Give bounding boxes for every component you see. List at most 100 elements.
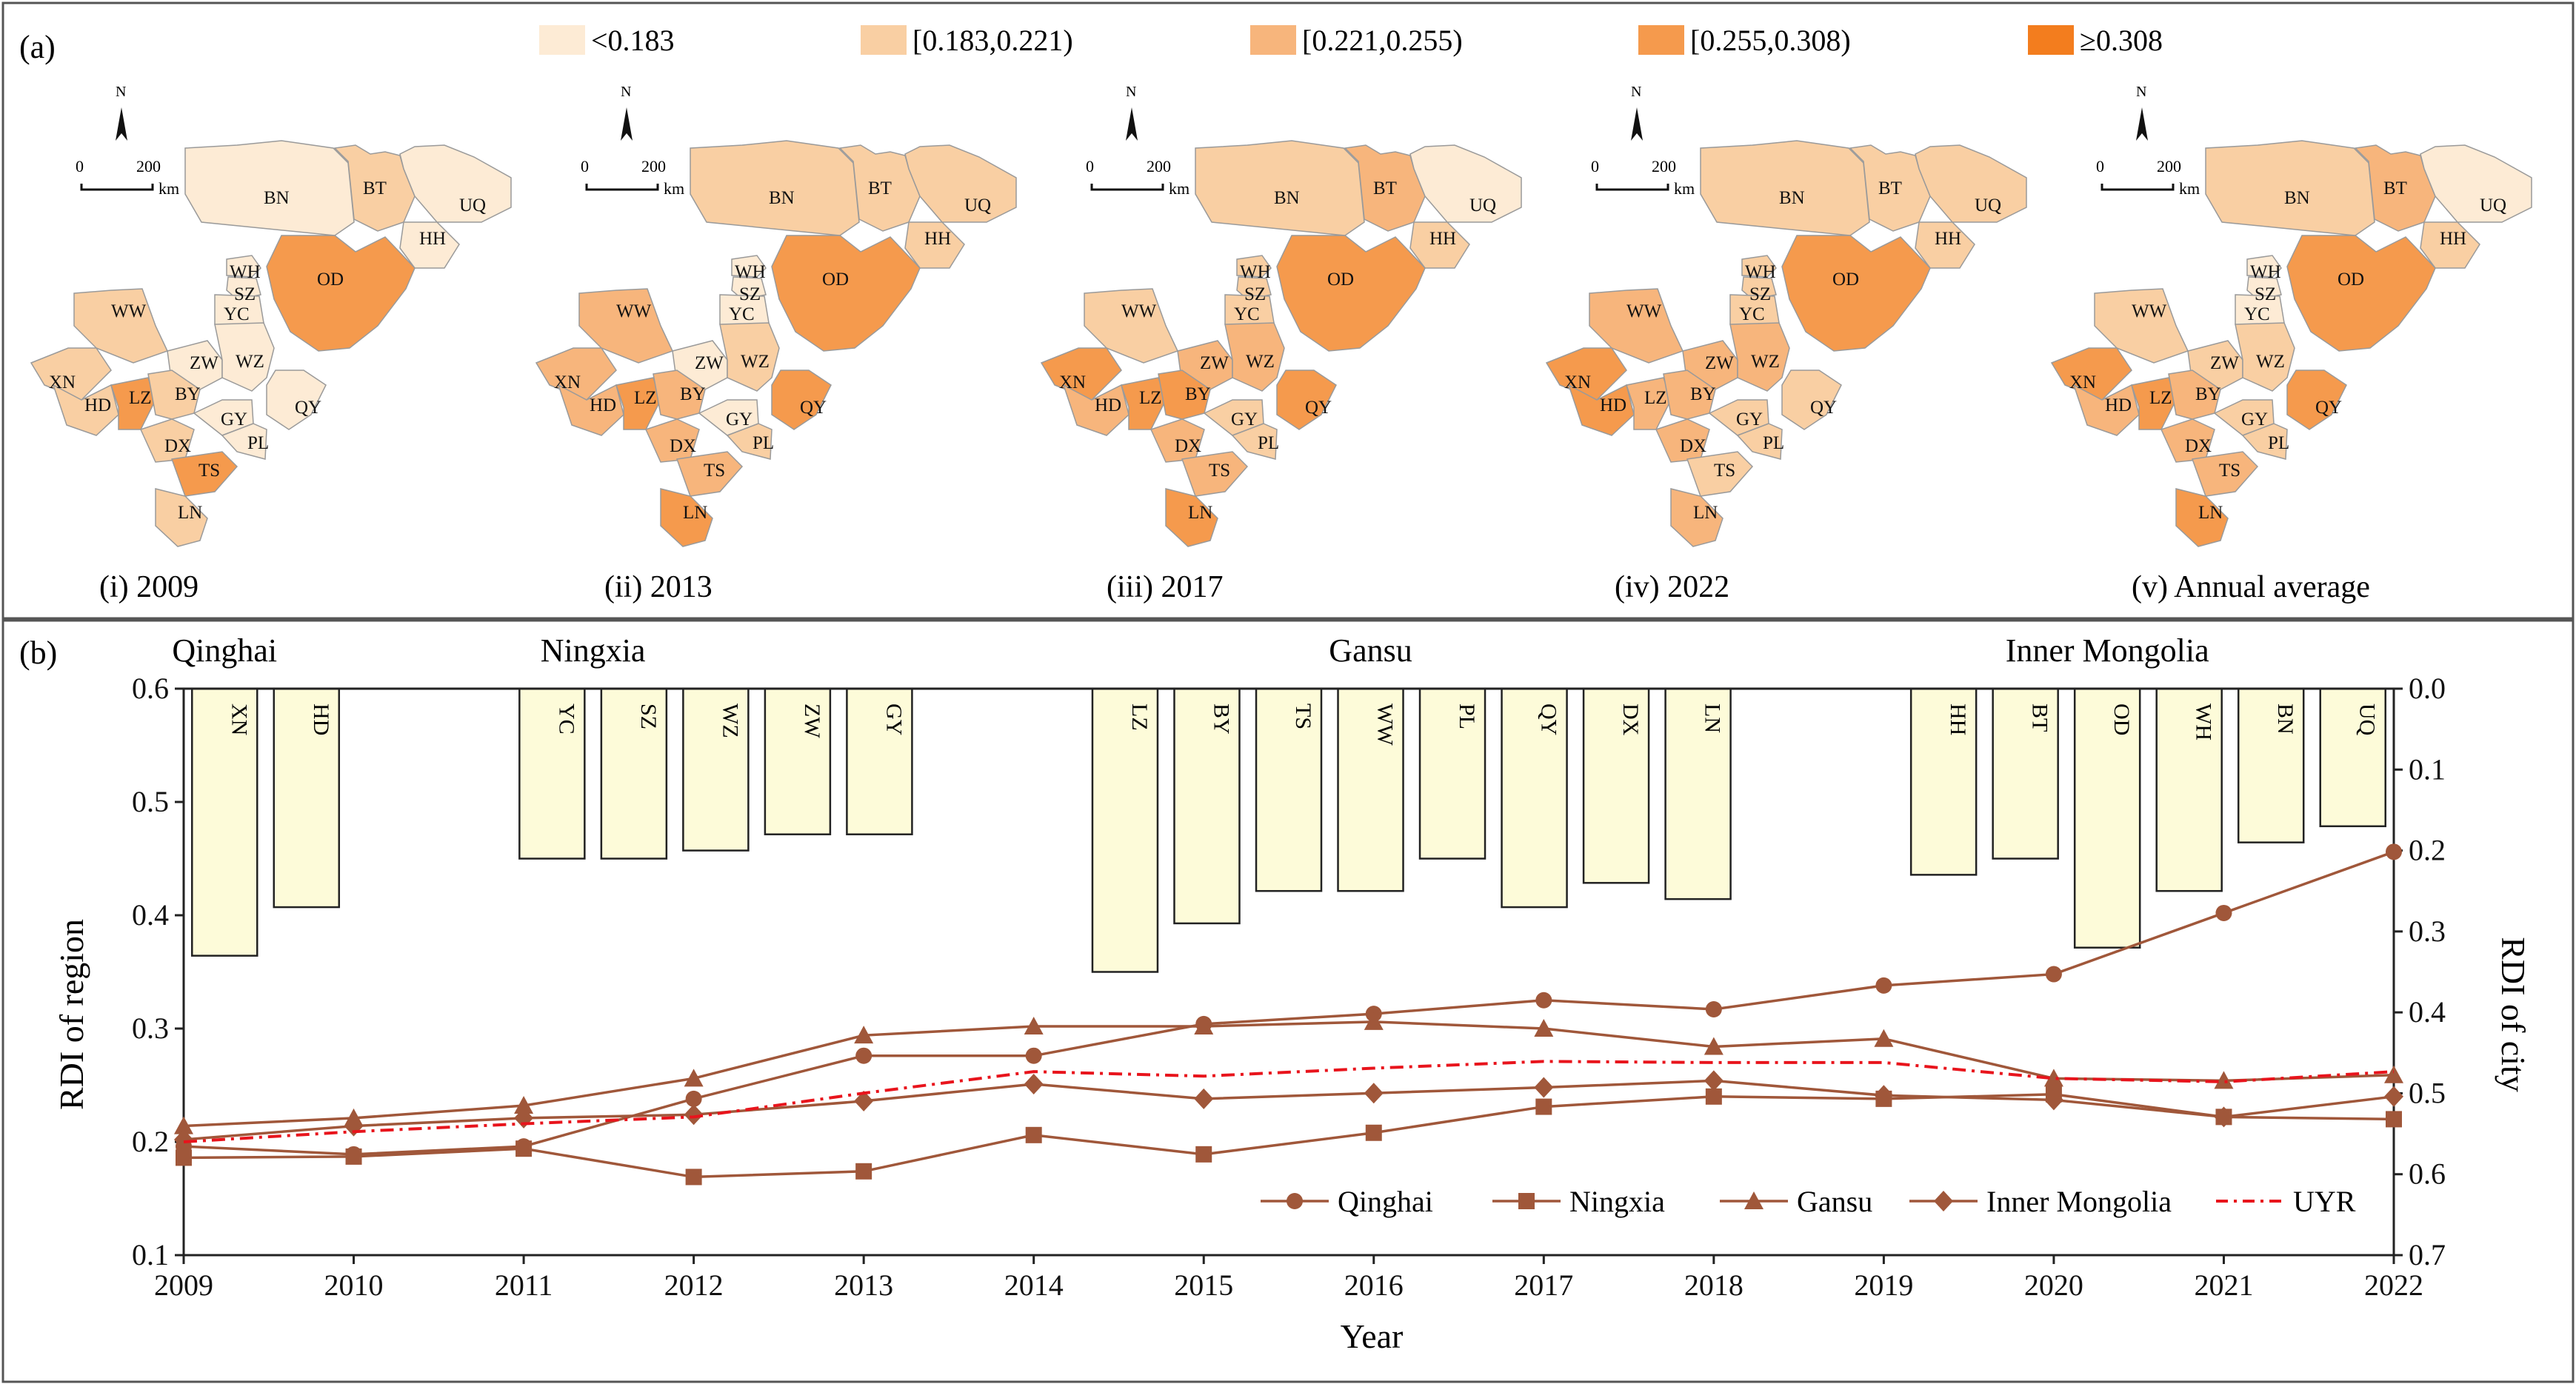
region-label-hd: HD xyxy=(1600,395,1626,415)
region-ts xyxy=(170,451,238,497)
north-arrow-icon xyxy=(2136,107,2148,141)
region-label-gy: GY xyxy=(221,409,247,429)
scale-bar xyxy=(585,184,659,191)
region-label-sz: SZ xyxy=(739,284,761,304)
city-bar-by xyxy=(1173,687,1241,925)
region-uq xyxy=(399,144,512,223)
region-od xyxy=(266,235,416,352)
region-hh xyxy=(1915,221,1975,269)
region-label-wh: WH xyxy=(1240,262,1271,282)
data-point-gansu xyxy=(1024,1016,1044,1034)
city-bar-label: LZ xyxy=(1127,703,1152,731)
scale-length: 200 xyxy=(1147,157,1171,175)
data-point-gansu xyxy=(684,1069,704,1087)
data-point-inner-mongolia xyxy=(174,1129,193,1150)
legend-marker xyxy=(1518,1193,1535,1209)
region-label-zw: ZW xyxy=(2210,353,2239,373)
region-ts xyxy=(1686,451,1754,497)
region-label-ln: LN xyxy=(1188,503,1212,523)
region-label-od: OD xyxy=(822,270,849,290)
x-tick-label: 2014 xyxy=(1004,1268,1064,1302)
x-tick-label: 2022 xyxy=(2364,1268,2423,1302)
map-caption: (iii) 2017 xyxy=(1107,570,1223,604)
region-label-xn: XN xyxy=(2069,372,2096,392)
region-label-ts: TS xyxy=(198,461,220,481)
region-pl xyxy=(2241,423,2288,460)
region-gy xyxy=(2213,399,2275,436)
region-label-ww: WW xyxy=(111,301,147,321)
region-label-xn: XN xyxy=(1564,372,1591,392)
scale-zero: 0 xyxy=(1086,157,1094,175)
region-od xyxy=(771,235,921,352)
legend-swatch-2 xyxy=(1250,25,1296,55)
region-label-bn: BN xyxy=(1274,188,1300,208)
region-label-wz: WZ xyxy=(1751,352,1780,372)
data-point-gansu xyxy=(514,1096,534,1114)
data-point-gansu xyxy=(1194,1016,1214,1034)
region-gy xyxy=(1203,399,1264,436)
scale-length: 200 xyxy=(641,157,666,175)
region-label-hd: HD xyxy=(1095,395,1121,415)
region-label-wz: WZ xyxy=(2256,352,2285,372)
city-bar-gy xyxy=(846,687,913,835)
region-pl xyxy=(1231,423,1278,460)
city-bar-label: QY xyxy=(1537,703,1561,735)
panel-a: (a) <0.183 [0.183,0.221) [0.221,0.255) [0.2… xyxy=(1,1,2575,620)
region-dx xyxy=(1149,418,1205,463)
city-bar-pl xyxy=(1418,687,1486,860)
series-line-ningxia xyxy=(183,1092,2395,1179)
y2-tick-label: 0.6 xyxy=(2409,1157,2446,1191)
region-label-ww: WW xyxy=(616,301,652,321)
region-od xyxy=(2286,235,2436,352)
region-label-hd: HD xyxy=(590,395,616,415)
region-hh xyxy=(399,221,460,269)
scale-zero: 0 xyxy=(1591,157,1599,175)
region-label-bn: BN xyxy=(2284,188,2310,208)
region-qy xyxy=(1276,370,1337,430)
region-ts xyxy=(1181,451,1249,497)
scale-zero: 0 xyxy=(76,157,84,175)
region-label-wz: WZ xyxy=(741,352,770,372)
panel-a-frame xyxy=(1,1,2575,620)
scale-zero: 0 xyxy=(2096,157,2104,175)
x-tick-label: 2013 xyxy=(834,1268,893,1302)
region-label-uq: UQ xyxy=(459,195,486,215)
city-bar-wh xyxy=(2155,687,2223,892)
city-bar-wz xyxy=(682,687,750,852)
region-label-xn: XN xyxy=(554,372,581,392)
region-label-bt: BT xyxy=(363,178,387,198)
region-label-xn: XN xyxy=(49,372,76,392)
y2-tick-label: 0.7 xyxy=(2409,1238,2446,1271)
north-label: N xyxy=(2136,84,2146,100)
x-tick-label: 2020 xyxy=(2024,1268,2083,1302)
region-label-pl: PL xyxy=(1763,433,1784,453)
panel-b: (b) Qinghai Ningxia Gansu Inner Mongolia XN… xyxy=(1,619,2575,1383)
region-label-uq: UQ xyxy=(1975,195,2001,215)
data-point-ningxia xyxy=(345,1148,362,1165)
city-bar-label: DX xyxy=(1618,703,1643,736)
y2-axis-title: RDI of city xyxy=(2495,937,2532,1092)
data-point-qinghai xyxy=(1535,992,1552,1009)
scale-length: 200 xyxy=(2157,157,2181,175)
legend-label-3: [0.255,0.308) xyxy=(1690,24,1851,57)
north-label: N xyxy=(621,84,631,100)
legend-label-2: [0.221,0.255) xyxy=(1302,24,1463,57)
data-point-ningxia xyxy=(1195,1146,1212,1163)
region-label-sz: SZ xyxy=(1244,284,1266,304)
province-label-3: Inner Mongolia xyxy=(2006,632,2209,669)
region-label-zw: ZW xyxy=(1705,353,1734,373)
scale-bar xyxy=(80,184,154,191)
north-arrow-icon xyxy=(1126,107,1138,141)
map-legend: <0.183 [0.183,0.221) [0.221,0.255) [0.255,0… xyxy=(539,24,2163,57)
region-label-ts: TS xyxy=(1714,461,1735,481)
data-point-gansu xyxy=(854,1026,874,1044)
region-dx xyxy=(644,418,700,463)
region-label-ww: WW xyxy=(2132,301,2167,321)
city-bar-hd xyxy=(273,687,341,909)
city-bar-label: HH xyxy=(1946,703,1970,735)
region-label-pl: PL xyxy=(1258,433,1279,453)
scale-unit: km xyxy=(159,179,179,198)
